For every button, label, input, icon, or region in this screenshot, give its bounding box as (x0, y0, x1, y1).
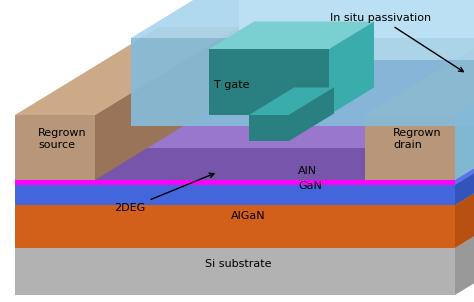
Text: In situ passivation: In situ passivation (330, 13, 464, 72)
Text: Regrown
source: Regrown source (38, 128, 87, 150)
Polygon shape (95, 60, 474, 148)
Polygon shape (209, 49, 329, 115)
Polygon shape (15, 205, 455, 248)
Polygon shape (15, 185, 455, 205)
Polygon shape (15, 97, 474, 185)
Text: Si substrate: Si substrate (205, 259, 271, 269)
Polygon shape (455, 117, 474, 248)
Polygon shape (131, 0, 474, 38)
Polygon shape (249, 88, 334, 115)
Polygon shape (95, 148, 365, 180)
Polygon shape (15, 248, 455, 295)
Polygon shape (15, 27, 239, 115)
Polygon shape (95, 27, 239, 180)
Polygon shape (209, 21, 374, 49)
Polygon shape (365, 115, 455, 180)
Polygon shape (15, 160, 474, 248)
Polygon shape (15, 86, 474, 174)
Polygon shape (249, 115, 289, 141)
Polygon shape (329, 21, 374, 115)
Polygon shape (15, 180, 455, 185)
Polygon shape (289, 88, 334, 141)
Text: Regrown
drain: Regrown drain (393, 128, 442, 150)
Text: T gate: T gate (214, 80, 249, 90)
Polygon shape (15, 115, 95, 180)
Polygon shape (131, 38, 474, 126)
Polygon shape (15, 117, 474, 205)
Polygon shape (15, 92, 474, 180)
Polygon shape (365, 27, 474, 115)
Polygon shape (455, 27, 474, 180)
Polygon shape (239, 0, 474, 60)
Polygon shape (15, 174, 455, 180)
Polygon shape (455, 97, 474, 205)
Polygon shape (365, 60, 474, 180)
Text: 2DEG: 2DEG (114, 173, 214, 213)
Polygon shape (455, 160, 474, 295)
Text: AlGaN: AlGaN (231, 211, 265, 221)
Text: AlN: AlN (298, 166, 317, 176)
Text: GaN: GaN (298, 181, 322, 191)
